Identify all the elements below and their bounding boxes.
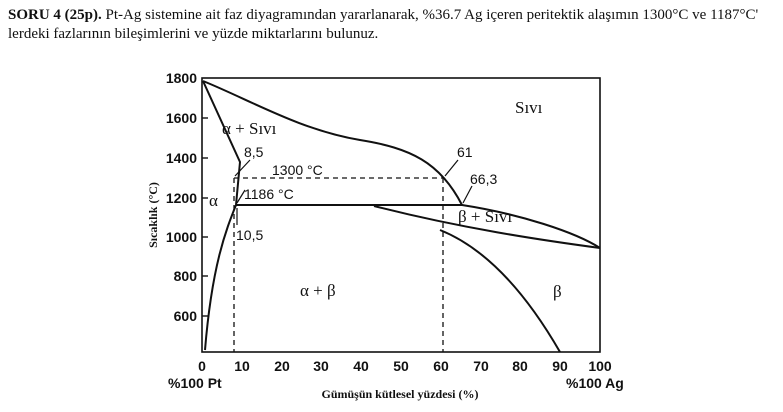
- phase-alpha-beta: α + β: [300, 281, 336, 300]
- x-tick-label: 0: [198, 358, 206, 374]
- phase-alpha-liquid: α + Sıvı: [222, 119, 277, 138]
- solidus-line-beta: [373, 205, 601, 249]
- x-tick-label: 80: [512, 358, 528, 374]
- plot-frame: [201, 77, 601, 353]
- solidus-line-alpha: [202, 80, 242, 206]
- phase-beta-liquid: β + Sıvı: [458, 207, 512, 226]
- y-tick-label: 800: [174, 268, 198, 284]
- x-tick-label: 90: [552, 358, 568, 374]
- x-tick-label: 100: [588, 358, 612, 374]
- y-tick-label: 600: [174, 308, 198, 324]
- annotation-1186: 1186 °C: [244, 186, 294, 202]
- question-body: Pt-Ag sistemine ait faz diyagramından ya…: [8, 7, 759, 42]
- x-tick-label: 10: [234, 358, 250, 374]
- annotation-8-5: 8,5: [244, 144, 264, 160]
- phase-liquid: Sıvı: [515, 98, 543, 117]
- annotation-leaders: [234, 159, 473, 225]
- y-tick-label: 1000: [166, 229, 197, 245]
- annotation-1300: 1300 °C: [272, 162, 323, 178]
- x-tick-label: 20: [274, 358, 290, 374]
- solvus-line-beta: [439, 229, 561, 353]
- y-tick-label: 1400: [166, 150, 197, 166]
- x-tick-label: 40: [353, 358, 369, 374]
- liquidus-line-left: [202, 80, 463, 206]
- question-text: SORU 4 (25p). Pt-Ag sistemine ait faz di…: [8, 6, 778, 44]
- y-tick-label: 1600: [166, 110, 197, 126]
- x-right-label: %100 Ag: [566, 375, 624, 391]
- phase-boundaries: [202, 80, 601, 353]
- y-tick-label: 1200: [166, 190, 197, 206]
- y-tick-label: 1800: [166, 70, 197, 86]
- x-axis-label: Gümüşün kütlesel yüzdesi (%): [321, 387, 478, 401]
- question-label: SORU 4 (25p).: [8, 7, 102, 23]
- x-left-label: %100 Pt: [168, 375, 222, 391]
- annotation-10-5: 10,5: [236, 227, 263, 243]
- x-tick-label: 70: [473, 358, 489, 374]
- y-axis-label: Sıcaklık (°C): [146, 182, 160, 248]
- phase-alpha: α: [209, 191, 218, 210]
- x-tick-label: 30: [313, 358, 329, 374]
- phase-beta: β: [553, 282, 562, 301]
- solvus-line-alpha: [204, 204, 237, 351]
- tie-lines: [233, 177, 444, 352]
- annotation-61: 61: [457, 144, 473, 160]
- y-tick-marks: [202, 117, 208, 317]
- liquidus-line-right: [461, 204, 601, 249]
- x-tick-label: 60: [433, 358, 449, 374]
- x-tick-label: 50: [393, 358, 409, 374]
- annotation-66-3: 66,3: [470, 171, 497, 187]
